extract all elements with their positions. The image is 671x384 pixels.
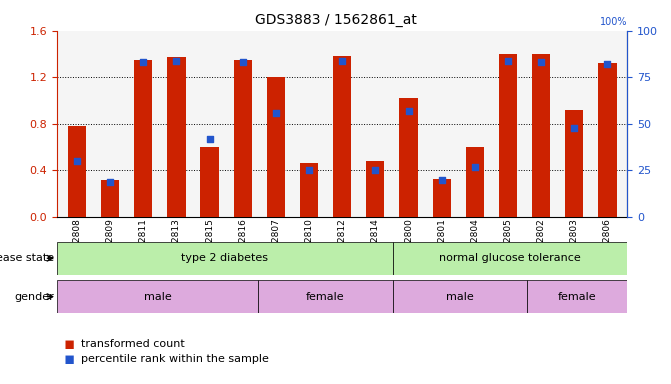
Point (238, 59, 248, 65)
Point (204, 136, 215, 142)
Point (337, 58, 348, 64)
Bar (565, 110, 584, 217)
Bar (57, 242, 393, 275)
Bar (393, 242, 627, 275)
Text: female: female (306, 291, 345, 302)
Bar (527, 280, 627, 313)
Bar (393, 280, 527, 313)
Text: ▪: ▪ (64, 335, 75, 353)
Text: female: female (558, 291, 597, 302)
Text: ▪: ▪ (64, 350, 75, 368)
Bar (201, 147, 219, 217)
Bar (532, 54, 550, 217)
Bar (68, 126, 86, 217)
Bar (167, 58, 185, 217)
Text: male: male (446, 291, 474, 302)
Point (436, 177, 447, 183)
Point (403, 108, 414, 114)
Bar (234, 60, 252, 217)
Point (470, 164, 480, 170)
Bar (366, 161, 384, 217)
Text: percentile rank within the sample: percentile rank within the sample (81, 354, 268, 364)
Point (105, 179, 115, 185)
Bar (399, 98, 417, 217)
Bar (499, 54, 517, 217)
Text: male: male (144, 291, 172, 302)
Bar (433, 179, 451, 217)
Point (602, 61, 613, 67)
Point (536, 59, 547, 65)
Point (171, 58, 182, 64)
Point (72, 158, 83, 164)
Bar (267, 77, 285, 217)
Text: normal glucose tolerance: normal glucose tolerance (439, 253, 581, 263)
Text: 100%: 100% (600, 17, 627, 27)
Text: disease state: disease state (0, 253, 54, 263)
Point (138, 59, 148, 65)
Text: GDS3883 / 1562861_at: GDS3883 / 1562861_at (254, 13, 417, 27)
Text: type 2 diabetes: type 2 diabetes (181, 253, 268, 263)
Point (304, 167, 315, 174)
Text: transformed count: transformed count (81, 339, 185, 349)
Point (370, 167, 380, 174)
Point (503, 58, 513, 64)
Point (569, 124, 580, 131)
Bar (57, 280, 258, 313)
Text: gender: gender (14, 291, 54, 302)
Point (270, 109, 281, 116)
Bar (466, 147, 484, 217)
Bar (101, 180, 119, 217)
Bar (599, 63, 617, 217)
Bar (134, 60, 152, 217)
Bar (333, 56, 352, 217)
Bar (258, 280, 393, 313)
Bar (300, 164, 318, 217)
